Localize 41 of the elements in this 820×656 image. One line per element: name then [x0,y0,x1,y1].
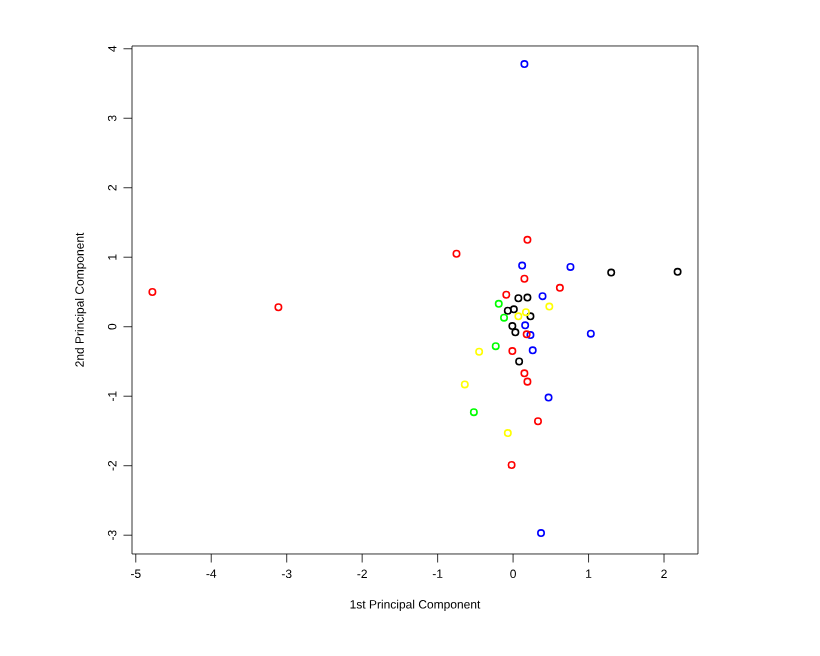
point [545,302,554,311]
point [274,303,283,312]
point [523,235,532,244]
point [566,262,575,271]
point [507,461,516,470]
point [509,305,518,314]
point [538,292,547,301]
point [511,328,520,337]
point [503,429,512,438]
point [503,306,512,315]
point [508,322,517,331]
point [475,347,484,356]
point [607,268,616,277]
point [555,283,564,292]
point [502,290,511,299]
point [508,347,517,356]
point [523,293,532,302]
point [537,529,546,538]
point [523,377,532,386]
point [469,408,478,417]
point [514,312,523,321]
point [586,329,595,338]
point [520,369,529,378]
point [521,308,530,317]
point [452,249,461,258]
point [520,60,529,69]
point [528,346,537,355]
point [148,287,157,296]
point [526,312,535,321]
point [494,299,503,308]
point [514,294,523,303]
point [460,380,469,389]
point [520,274,529,283]
point [544,393,553,402]
point [521,321,530,330]
point [673,267,682,276]
point [518,261,527,270]
point [534,417,542,426]
point [491,342,500,351]
point [515,357,524,366]
point [500,313,509,322]
